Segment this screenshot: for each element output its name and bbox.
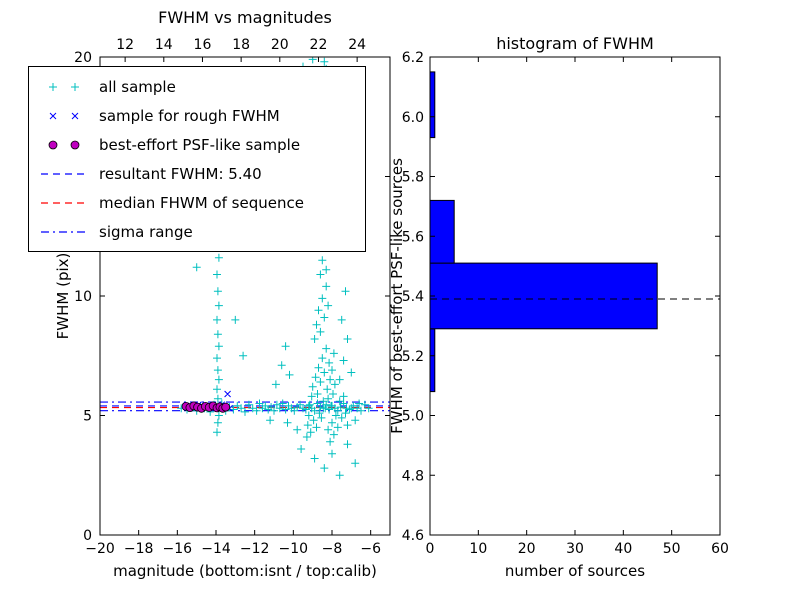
svg-text:12: 12 [116,37,134,53]
circle-legend-key-icon [48,140,80,149]
svg-text:20: 20 [271,37,289,53]
svg-text:10: 10 [74,289,92,305]
left-plot-title: FWHM vs magnitudes [158,8,332,27]
svg-text:14: 14 [155,37,173,53]
svg-text:5.8: 5.8 [402,170,424,186]
svg-text:−12: −12 [240,541,270,557]
svg-text:30: 30 [566,541,584,557]
svg-text:4.6: 4.6 [402,528,424,544]
svg-text:−20: −20 [85,541,115,557]
left-plot-xlabel: magnitude (bottom:isnt / top:calib) [113,562,377,580]
svg-text:−6: −6 [360,541,381,557]
svg-text:20: 20 [74,50,92,66]
plus-legend-key-icon [49,82,79,91]
dashed-line-legend-key-icon [41,201,85,204]
svg-text:18: 18 [232,37,250,53]
legend-item-label: sample for rough FWHM [99,106,280,125]
svg-text:5.6: 5.6 [402,229,424,245]
svg-text:5.0: 5.0 [402,409,424,425]
svg-text:−10: −10 [279,541,309,557]
svg-text:4.8: 4.8 [402,468,424,484]
svg-text:−8: −8 [322,541,343,557]
x-legend-key-icon [49,112,79,119]
svg-text:50: 50 [663,541,681,557]
svg-text:0: 0 [83,528,92,544]
legend-item: sigma range [37,217,357,246]
svg-text:−18: −18 [124,541,154,557]
svg-text:5: 5 [83,409,92,425]
svg-text:0: 0 [426,541,435,557]
svg-text:10: 10 [469,541,487,557]
dashed-line-legend-key-icon [41,172,85,175]
svg-text:6.2: 6.2 [402,50,424,66]
svg-text:22: 22 [310,37,328,53]
dashdot-line-legend-key-icon [41,230,85,233]
svg-text:5.2: 5.2 [402,349,424,365]
svg-text:−16: −16 [163,541,193,557]
svg-text:16: 16 [194,37,212,53]
svg-text:60: 60 [711,541,729,557]
legend-item-label: median FHWM of sequence [99,193,304,212]
legend-item-label: sigma range [99,222,193,241]
right-plot-xlabel: number of sources [504,562,646,580]
legend: all sample sample for rough FWHM best-effo… [28,66,366,252]
svg-text:6.0: 6.0 [402,110,424,126]
right-plot-title: histogram of FWHM [496,34,654,53]
legend-item-label: all sample [99,77,176,96]
legend-item: resultant FWHM: 5.40 [37,159,357,188]
legend-item: all sample [37,72,357,101]
left-plot-ylabel: FWHM (pix) [54,252,72,340]
svg-text:24: 24 [348,37,366,53]
legend-item-label: resultant FWHM: 5.40 [99,164,262,183]
right-plot-ylabel: FWHM of best-effort PSF-like sources [388,158,406,434]
legend-item: best-effort PSF-like sample [37,130,357,159]
svg-text:20: 20 [518,541,536,557]
svg-text:−14: −14 [201,541,231,557]
legend-item-label: best-effort PSF-like sample [99,135,301,154]
svg-text:40: 40 [614,541,632,557]
legend-item: sample for rough FWHM [37,101,357,130]
svg-text:5.4: 5.4 [402,289,424,305]
legend-item: median FHWM of sequence [37,188,357,217]
